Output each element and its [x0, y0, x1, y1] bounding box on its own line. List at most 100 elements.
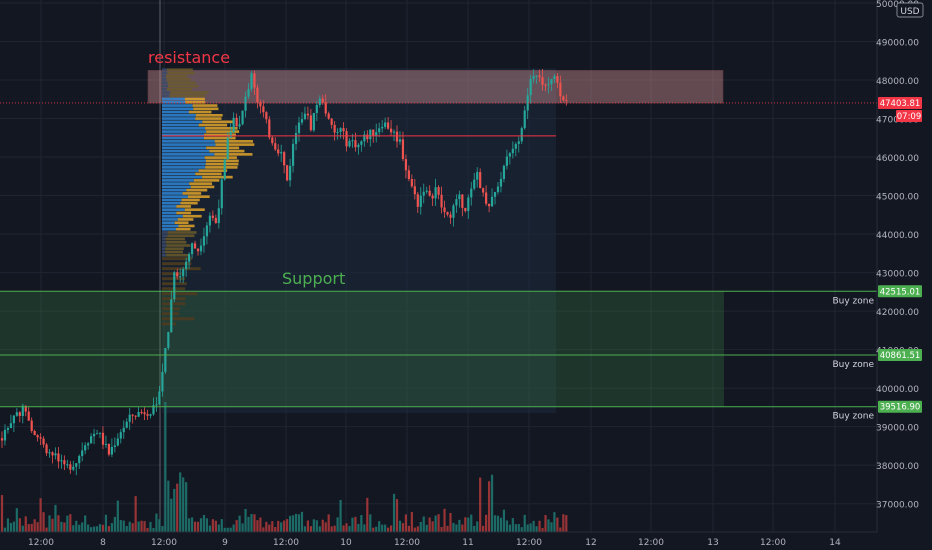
volume-bar	[140, 520, 143, 532]
candle-body	[214, 217, 217, 224]
candle-body	[517, 141, 520, 144]
price-lines: Buy zone Buy zone Buy zone	[0, 102, 877, 422]
candle-body	[437, 187, 440, 195]
candle-body	[384, 122, 387, 127]
resistance-label: resistance	[148, 48, 230, 67]
volume-bar	[193, 521, 197, 532]
volume-bar	[532, 520, 535, 532]
candle-body	[288, 165, 292, 181]
candle-body	[30, 420, 33, 432]
profile-row-up	[162, 172, 196, 176]
candle-body	[556, 76, 559, 83]
profile-row-ext	[162, 292, 198, 296]
candle-body	[158, 391, 161, 405]
volume-bar	[238, 515, 241, 532]
volume-bar	[452, 522, 455, 532]
candle-body	[485, 192, 488, 204]
time-tick-label: 10	[340, 538, 352, 548]
volume-bar	[173, 488, 176, 532]
price-tick-label: 46000.00	[876, 154, 919, 164]
volume-bar	[217, 524, 220, 532]
profile-row-up	[162, 250, 165, 254]
candle-body	[72, 466, 75, 470]
candle-body	[229, 132, 232, 138]
profile-row-down	[205, 162, 239, 166]
profile-row-down	[214, 140, 254, 143]
volume-bar	[467, 517, 470, 532]
candle-body	[523, 110, 526, 129]
volume-bar	[27, 524, 30, 532]
profile-row-up	[162, 179, 194, 182]
candle-body	[63, 460, 66, 465]
candle-body	[407, 170, 410, 180]
profile-row-down	[186, 188, 208, 192]
buy-zone-price-tag	[878, 400, 922, 413]
candle-body	[277, 149, 280, 154]
candle-body	[262, 106, 265, 113]
volume-bar	[395, 499, 399, 532]
profile-row-ext	[162, 262, 192, 266]
buy-zone-price-tag-text: 42515.01	[880, 287, 921, 297]
volume-bar	[199, 518, 203, 532]
profile-row-down	[166, 78, 191, 81]
candle-body	[351, 140, 354, 142]
time-tick-label: 12:00	[638, 538, 664, 548]
profile-row-up	[162, 107, 194, 111]
candle-body	[476, 172, 479, 180]
candle-body	[286, 165, 289, 181]
profile-row-up	[162, 166, 206, 169]
volume-bar	[72, 525, 75, 532]
candle-body	[226, 137, 229, 160]
time-axis[interactable]: 12:00 8 12:00 9 12:00 10 12:00 11 12:00 12 12:00 13…	[0, 531, 932, 550]
volume-bar	[544, 515, 547, 532]
profile-row-up	[162, 123, 199, 127]
resistance-zone[interactable]	[147, 70, 724, 104]
candle-body	[119, 432, 122, 439]
support-zone[interactable]	[0, 291, 724, 407]
volume-bar	[15, 508, 18, 532]
candle-body	[179, 276, 182, 278]
currency-badge[interactable]: USD	[896, 2, 924, 18]
volume-bar	[318, 526, 321, 532]
volume-bar	[78, 524, 81, 532]
candle-body	[294, 133, 298, 144]
profile-row-down	[167, 81, 196, 85]
profile-row-down	[215, 143, 255, 146]
profile-row-down	[184, 97, 205, 101]
candle-body	[66, 464, 69, 466]
candle-body	[199, 245, 203, 252]
candle-body	[202, 236, 206, 246]
volume-bar	[508, 524, 511, 532]
volume-bar	[256, 520, 259, 532]
candle-body	[182, 269, 185, 277]
candle-body	[220, 179, 223, 209]
volume-bar	[547, 519, 550, 532]
profile-row-down	[176, 211, 192, 215]
candle-body	[90, 436, 93, 444]
volume-bar	[541, 527, 544, 532]
price-axis[interactable]: 37000.0038000.0039000.0040000.0041000.00…	[876, 0, 932, 532]
profile-row-down	[174, 221, 189, 225]
profile-row-ext	[162, 317, 195, 321]
candle-body	[256, 87, 259, 103]
time-tick-label: 12:00	[28, 538, 54, 548]
profile-row-up	[162, 156, 205, 159]
candle-body	[113, 445, 116, 447]
volume-bar	[443, 508, 446, 532]
volume-bar	[461, 524, 464, 532]
candle-body	[487, 203, 491, 207]
volume-bar	[202, 514, 206, 532]
volume-bar	[235, 520, 238, 532]
volume-bar	[208, 525, 211, 532]
profile-row-down	[198, 169, 228, 172]
candle-body	[173, 272, 176, 300]
candle-body	[318, 98, 321, 105]
volume-bar	[137, 521, 140, 532]
volume-bar	[167, 480, 170, 532]
profile-row-up	[162, 244, 167, 247]
candle-body	[84, 445, 87, 451]
candle-body	[499, 178, 503, 187]
candle-body	[452, 205, 455, 218]
price-tick-label: 38000.00	[876, 462, 919, 472]
volume-bar	[214, 520, 217, 532]
